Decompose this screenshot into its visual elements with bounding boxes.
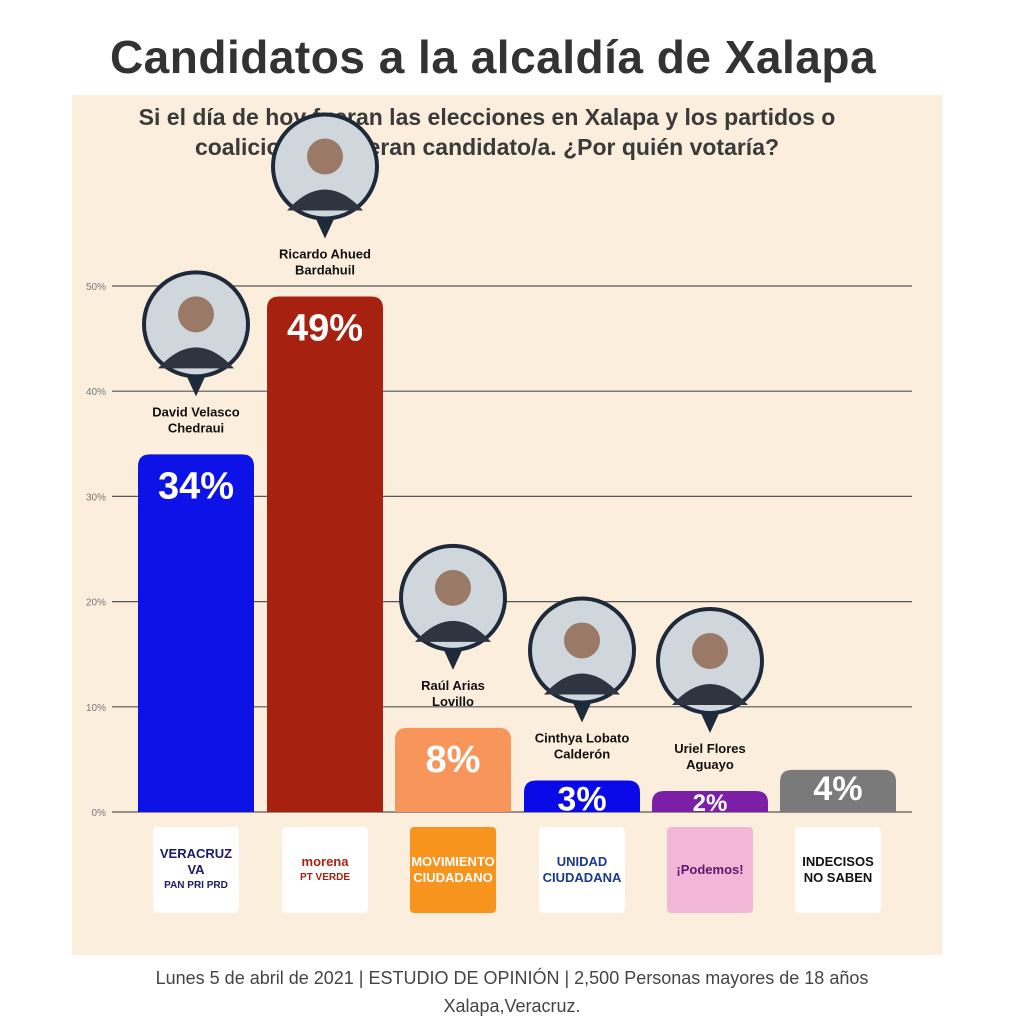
avatar-body: [158, 347, 234, 369]
candidate-name-label: Uriel Flores: [674, 741, 746, 756]
y-tick-label: 30%: [86, 492, 106, 503]
candidate-name-label: Ricardo Ahued: [279, 247, 371, 262]
avatar-head: [178, 296, 214, 333]
candidate-name-label: Chedraui: [168, 420, 224, 435]
avatar-body: [287, 189, 363, 211]
logo-text: MOVIMIENTO CIUDADANO: [411, 854, 495, 885]
bar: [652, 790, 768, 812]
avatar-head: [435, 569, 471, 606]
indecisos-box: INDECISOS NO SABEN: [795, 827, 881, 913]
bar: [267, 296, 383, 812]
logo-subtext: PT VERDE: [299, 872, 350, 883]
y-tick-label: 10%: [86, 703, 106, 714]
avatar-head: [307, 138, 343, 175]
page-title: Candidatos a la alcaldía de Xalapa: [109, 31, 877, 83]
logo-text: VERACRUZ VA: [159, 846, 233, 877]
logo-subtext: PAN PRI PRD: [164, 880, 228, 891]
data-label: 8%: [426, 739, 481, 781]
y-tick-label: 0%: [92, 808, 107, 819]
candidate-name-label: Calderón: [554, 746, 610, 761]
bar: [524, 780, 640, 812]
movimiento-ciudadano-logo: MOVIMIENTO CIUDADANO: [410, 827, 496, 913]
veracruz-va-logo: VERACRUZ VA PAN PRI PRD: [153, 827, 239, 913]
candidate-name-label: David Velasco: [152, 404, 239, 419]
footer-line-2: Xalapa,Veracruz.: [443, 996, 581, 1016]
logo-text: ¡Podemos!: [676, 862, 744, 877]
logo-text: INDECISOS NO SABEN: [802, 854, 874, 885]
y-tick-label: 20%: [86, 598, 106, 609]
bar: [780, 769, 896, 812]
data-label: 4%: [813, 770, 862, 808]
unidad-ciudadana-logo: UNIDAD CIUDADANA: [539, 827, 625, 913]
podemos-logo: ¡Podemos!: [667, 827, 753, 913]
bar: [395, 727, 511, 812]
bar: [138, 454, 254, 812]
candidate-name-label: Lovillo: [432, 694, 474, 709]
footer-line-1: Lunes 5 de abril de 2021 | ESTUDIO DE OP…: [155, 968, 869, 988]
subtitle-line-1: Si el día de hoy fueran las elecciones e…: [138, 104, 836, 130]
avatar-head: [564, 622, 600, 659]
footer: Lunes 5 de abril de 2021 | ESTUDIO DE OP…: [0, 964, 1024, 1020]
avatar-body: [544, 673, 620, 695]
avatar-body: [672, 683, 748, 705]
logo-text: morena: [301, 854, 349, 869]
data-label: 34%: [158, 465, 234, 507]
data-label: 3%: [557, 780, 606, 818]
avatar-body: [415, 620, 491, 642]
y-tick-label: 50%: [86, 282, 106, 293]
avatar-head: [692, 632, 728, 669]
y-tick-label: 40%: [86, 387, 106, 398]
candidate-name-label: Raúl Arias: [421, 678, 485, 693]
candidate-name-label: Bardahuil: [295, 263, 355, 278]
morena-logo: morena PT VERDE: [282, 827, 368, 913]
data-label: 49%: [287, 308, 363, 350]
data-label: 2%: [693, 790, 728, 817]
logo-text: UNIDAD CIUDADANA: [542, 854, 622, 885]
candidate-name-label: Cinthya Lobato: [535, 730, 630, 745]
candidate-name-label: Aguayo: [686, 757, 734, 772]
